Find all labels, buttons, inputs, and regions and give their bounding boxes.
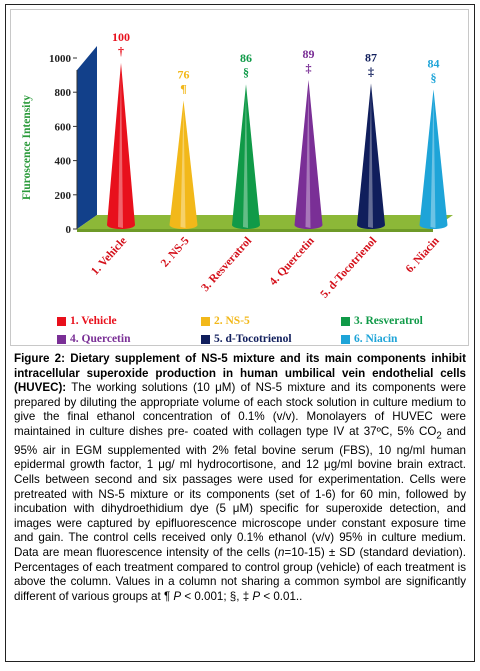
- bar-highlight: [368, 89, 373, 228]
- bar-significance-symbol: ‡: [368, 64, 374, 78]
- bar-highlight: [243, 90, 248, 228]
- legend-item: 2. NS-5: [201, 314, 250, 328]
- bar-percent-label: 76: [178, 67, 190, 81]
- bar-cone: [107, 62, 135, 230]
- legend-label: 1. Vehicle: [70, 315, 117, 327]
- legend-label: 5. d-Tocotrienol: [214, 333, 292, 345]
- legend-item: 6. Niacin: [341, 332, 397, 346]
- bar-significance-symbol: §: [243, 65, 249, 79]
- chart-panel: 0 200 400 600 800 1000 Fluroscence Intensity 10…: [10, 9, 469, 346]
- x-category-label: 1. Vehicle: [89, 235, 129, 278]
- legend-swatch: [341, 316, 350, 326]
- bar-highlight: [118, 68, 123, 228]
- bar-percent-label: 89: [303, 47, 315, 61]
- bar-percent-label: 86: [240, 51, 252, 65]
- bar-significance-symbol: ‡: [306, 61, 312, 75]
- caption-text-3: =10-15) ± SD (standard deviation). Perce…: [14, 546, 466, 603]
- bar-percent-label: 87: [365, 50, 377, 64]
- bar-percent-label: 100: [112, 30, 130, 44]
- legend-swatch: [57, 334, 66, 344]
- x-category-label: 5. d-Tocotrienol: [318, 235, 379, 301]
- caption-co2-subscript: 2: [436, 430, 442, 442]
- caption-p-variable-1: P: [173, 589, 182, 603]
- y-tick-label: 1000: [49, 53, 72, 65]
- y-tick-label: 800: [55, 87, 72, 99]
- y-tick-label: 400: [55, 156, 72, 168]
- legend-item: 3. Resveratrol: [341, 314, 423, 328]
- caption-text-1: The working solutions (10 μM) of NS-5 mi…: [14, 381, 466, 438]
- caption-n-variable: n: [278, 546, 285, 560]
- caption-text-4: < 0.001; §, ‡: [181, 589, 253, 603]
- bar-highlight: [305, 85, 311, 228]
- x-category-label: 2. NS-5: [159, 235, 192, 270]
- bar-highlight: [430, 95, 436, 228]
- bar-significance-symbol: §: [431, 70, 437, 84]
- y-tick-label: 0: [66, 224, 72, 236]
- bar-significance-symbol: †: [118, 44, 124, 58]
- bar-percent-label: 84: [428, 56, 440, 70]
- bar-cone: [357, 83, 385, 229]
- legend-label: 2. NS-5: [214, 315, 250, 327]
- bar-significance-symbol: ¶: [180, 81, 186, 95]
- bar-highlight: [180, 106, 186, 228]
- bar-cone: [419, 89, 448, 229]
- chart-floor-edge: [77, 229, 433, 232]
- x-category-label: 6. Niacin: [404, 235, 442, 276]
- y-tick-label: 600: [55, 121, 72, 133]
- bar-chart: 0 200 400 600 800 1000 Fluroscence Intensity 10…: [21, 30, 453, 301]
- legend-item: 4. Quercetin: [57, 332, 130, 346]
- caption-title: Figure 2: Dietary supplement of NS-5 mix…: [14, 352, 466, 395]
- caption-text-5: < 0.01..: [260, 589, 303, 603]
- bar-cone: [294, 79, 323, 229]
- legend-swatch: [341, 334, 350, 344]
- y-tick-label: 200: [55, 190, 72, 202]
- figure-frame: 0 200 400 600 800 1000 Fluroscence Intensity 10…: [5, 4, 475, 662]
- bar-cone: [232, 84, 260, 229]
- legend-swatch: [57, 316, 66, 326]
- legend-item: 5. d-Tocotrienol: [201, 332, 292, 346]
- x-category-label: 4. Quercetin: [267, 235, 317, 288]
- legend-swatch: [201, 334, 210, 344]
- legend-label: 4. Quercetin: [70, 333, 131, 345]
- legend-swatch: [201, 316, 210, 326]
- legend-item: 1. Vehicle: [57, 314, 117, 328]
- legend-label: 6. Niacin: [354, 333, 398, 345]
- y-axis-label: Fluroscence Intensity: [21, 95, 33, 200]
- legend-label: 3. Resveratrol: [354, 315, 423, 327]
- figure-caption: Figure 2: Dietary supplement of NS-5 mix…: [14, 352, 466, 604]
- x-category-label: 3. Resveratrol: [199, 235, 254, 294]
- bar-cone: [169, 100, 198, 230]
- caption-p-variable-2: P: [252, 589, 261, 603]
- caption-text-2: and 95% air in EGM supplemented with 2% …: [14, 424, 466, 560]
- chart-back-wall: [77, 46, 97, 229]
- chart-legend: 1. Vehicle 2. NS-5 3. Resveratrol 4. Querce…: [57, 314, 467, 346]
